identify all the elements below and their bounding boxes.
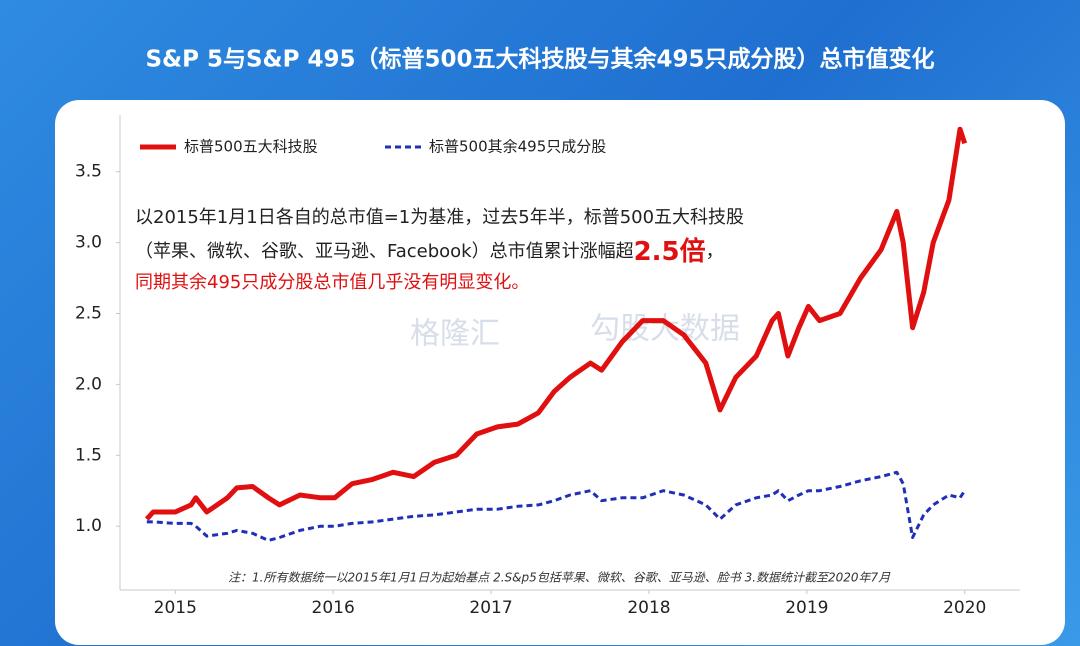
x-tick-label: 2016 <box>312 598 355 618</box>
x-tick-label: 2017 <box>469 598 512 618</box>
y-tick-label: 2.0 <box>75 374 102 394</box>
series-line <box>146 470 966 542</box>
footnote: 注：1.所有数据统一以2015年1月1日为起始基点 2.S&p5包括苹果、微软、… <box>228 571 891 585</box>
x-tick-label: 2015 <box>154 598 197 618</box>
watermark-text: 格隆汇 <box>410 317 500 352</box>
watermark-text: 勾股大数据 <box>590 312 740 347</box>
y-tick-label: 3.5 <box>75 162 102 182</box>
chart-card <box>55 100 1065 645</box>
x-tick-label: 2019 <box>785 598 828 618</box>
annotation-highlight: 2.5倍 <box>634 236 706 267</box>
legend-label: 标普500其余495只成分股 <box>429 138 606 156</box>
series-line <box>144 126 968 521</box>
y-tick-label: 2.5 <box>75 304 102 324</box>
watermark: 格隆汇 勾股大数据 <box>410 312 740 352</box>
annotation-text: ， <box>706 241 724 262</box>
legend-label: 标普500五大科技股 <box>184 138 318 156</box>
annotation: （苹果、微软、谷歌、亚马逊、Facebook）总市值累计涨幅超2.5倍， <box>135 236 724 267</box>
annotation-text: （苹果、微软、谷歌、亚马逊、Facebook）总市值累计涨幅超 <box>135 241 634 262</box>
y-tick-label: 1.5 <box>75 445 102 465</box>
x-tick-label: 2020 <box>943 598 986 618</box>
x-tick-label: 2018 <box>627 598 670 618</box>
annotation: 以2015年1月1日各自的总市值=1为基准，过去5年半，标普500五大科技股 <box>135 207 744 228</box>
annotation: 同期其余495只成分股总市值几乎没有明显变化。 <box>135 272 529 293</box>
y-tick-label: 3.0 <box>75 233 102 253</box>
chart-title: S&P 5与S&P 495（标普500五大科技股与其余495只成分股）总市值变化 <box>145 46 934 73</box>
y-tick-label: 1.0 <box>75 516 102 536</box>
